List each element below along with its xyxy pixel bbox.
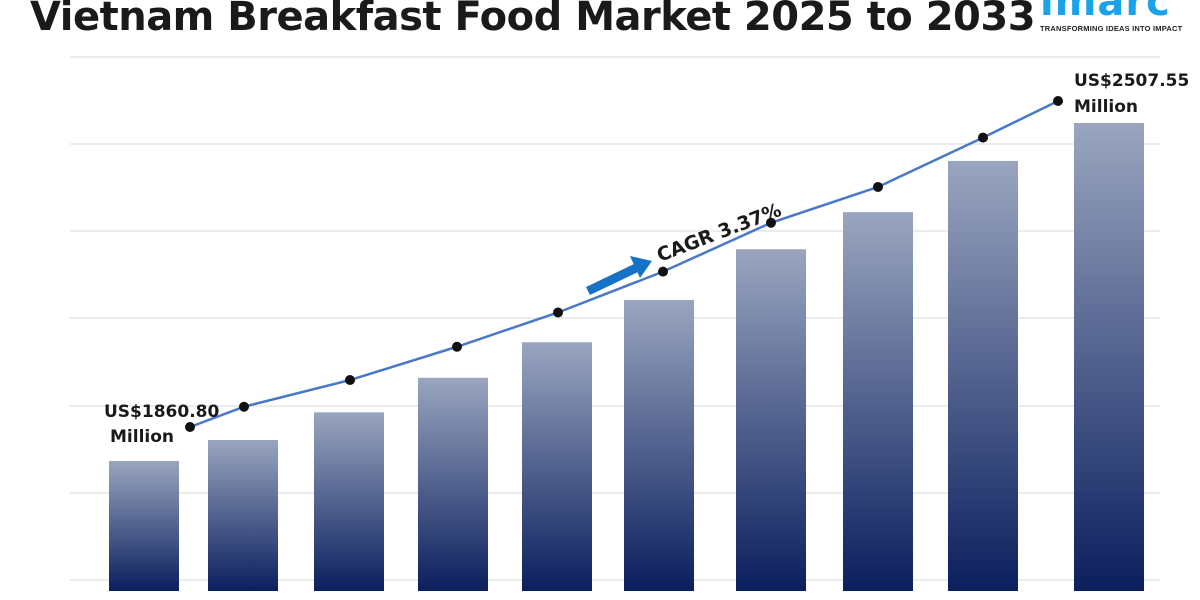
imarc-logo: imarc TRANSFORMING IDEAS INTO IMPACT — [1040, 0, 1200, 33]
trend-point — [766, 217, 776, 228]
logo-tagline: TRANSFORMING IDEAS INTO IMPACT — [1040, 24, 1183, 33]
cagr-arrow — [586, 256, 652, 296]
bar — [208, 439, 278, 591]
bar — [314, 412, 384, 591]
bar — [522, 342, 592, 591]
bar — [624, 299, 694, 591]
trend-point — [345, 375, 355, 386]
trend-point — [452, 341, 462, 352]
end-value-label: US$2507.55 — [1074, 71, 1189, 91]
trend-point — [873, 181, 883, 192]
trend-point — [553, 307, 563, 318]
trend-point — [185, 422, 195, 432]
start-value-label: US$1860.80 — [104, 402, 219, 422]
bar — [736, 249, 806, 591]
trend-point — [978, 132, 988, 143]
bar — [109, 461, 179, 591]
bar — [1074, 123, 1144, 591]
end-unit-label: Million — [1074, 97, 1138, 117]
trend-point — [1053, 96, 1063, 106]
start-unit-label: Million — [110, 427, 174, 447]
trend-point — [239, 401, 249, 412]
bar — [948, 160, 1018, 591]
bar — [418, 377, 488, 591]
logo-mark: imarc — [1040, 0, 1171, 25]
trend-line — [189, 99, 1059, 429]
bar — [843, 212, 913, 591]
chart-title: Vietnam Breakfast Food Market 2025 to 20… — [30, 0, 1036, 40]
trend-point — [658, 266, 668, 277]
